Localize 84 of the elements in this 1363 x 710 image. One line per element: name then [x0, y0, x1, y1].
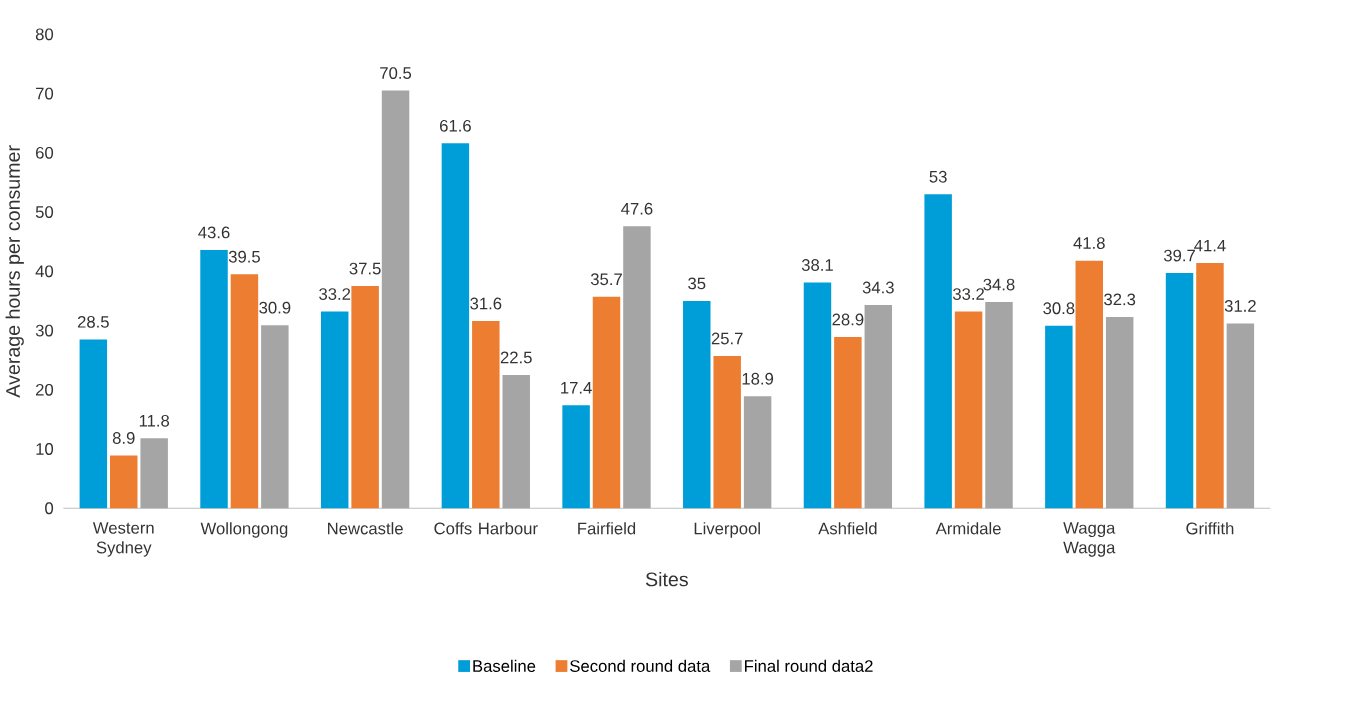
legend-label: Baseline	[473, 659, 536, 672]
bar	[954, 311, 983, 509]
data-label: 33.2	[319, 287, 351, 300]
data-label: 18.9	[742, 372, 774, 385]
bar	[320, 311, 349, 509]
data-label: 35	[688, 277, 706, 290]
x-tick-label: Griffith	[1186, 521, 1234, 535]
data-label: 32.3	[1104, 293, 1136, 306]
data-label: 41.8	[1073, 237, 1105, 249]
y-tick-label: 60	[36, 146, 54, 159]
bar	[502, 374, 530, 509]
data-label: 22.5	[500, 351, 532, 364]
data-label: 31.6	[470, 297, 502, 310]
data-label: 33.2	[952, 287, 984, 300]
bar	[110, 455, 138, 509]
y-tick-label: 0	[45, 502, 54, 514]
y-axis-title: Average hours per consumer	[5, 145, 24, 398]
x-tick-label: Fairfield	[578, 521, 636, 535]
data-label: 34.3	[862, 281, 894, 294]
data-label: 61.6	[440, 119, 471, 132]
bar	[200, 249, 228, 509]
y-tick-label: 40	[35, 265, 54, 278]
data-label: 39.7	[1163, 249, 1195, 262]
data-label: 17.4	[561, 381, 592, 394]
bar	[472, 320, 500, 509]
bar	[683, 300, 711, 509]
bar	[592, 296, 621, 509]
bar	[803, 282, 832, 509]
bar	[743, 396, 772, 509]
data-label: 70.5	[380, 66, 412, 79]
data-label: 53	[929, 170, 947, 183]
y-tick-label: 30	[35, 324, 54, 337]
data-label: 31.2	[1224, 299, 1256, 312]
data-label: 39.5	[228, 250, 260, 263]
bar	[985, 301, 1013, 509]
data-label: 25.7	[711, 332, 743, 345]
bar	[230, 274, 259, 509]
bar	[1196, 262, 1224, 509]
bar	[351, 285, 379, 509]
bar	[864, 304, 893, 509]
x-tick-label: Wollongong	[200, 521, 288, 538]
y-tick-label: 20	[36, 383, 54, 396]
y-tick-label: 50	[35, 205, 54, 218]
bar	[623, 226, 651, 509]
bar	[713, 355, 741, 509]
bar	[1075, 260, 1103, 509]
bar	[79, 339, 108, 509]
y-tick-label: 70	[36, 87, 54, 100]
bar	[834, 336, 862, 509]
data-label: 30.9	[259, 301, 291, 314]
y-tick-label: 10	[36, 442, 54, 455]
data-label: 35.7	[590, 273, 622, 285]
bar	[1045, 325, 1073, 509]
y-tick-label: 80	[35, 28, 54, 41]
data-label: 41.4	[1194, 239, 1226, 252]
data-label: 38.1	[801, 258, 833, 271]
x-axis-title: Sites	[645, 571, 688, 587]
data-label: 11.8	[139, 414, 170, 427]
x-tick-label: Ashfield	[818, 521, 877, 535]
data-label: 37.5	[349, 262, 381, 275]
bar	[1165, 272, 1194, 509]
bar	[1105, 316, 1134, 509]
bar	[924, 194, 952, 509]
x-tick-label: Western Sydney	[92, 521, 154, 557]
data-label: 47.6	[621, 202, 653, 215]
bar	[1226, 323, 1255, 509]
bar	[562, 405, 590, 509]
data-label: 30.8	[1043, 302, 1075, 314]
data-label: 28.5	[77, 315, 109, 328]
data-label: 8.9	[112, 431, 135, 444]
x-tick-label: Wagga Wagga	[1063, 521, 1116, 557]
data-label: 43.6	[198, 226, 230, 239]
legend-label: Final round data2	[745, 659, 873, 672]
data-label: 28.9	[832, 313, 864, 326]
bar	[261, 325, 289, 509]
bar	[441, 143, 470, 509]
x-tick-label: Newcastle	[328, 521, 403, 535]
legend-label: Second round data	[570, 659, 711, 672]
x-tick-label: Coffs Harbour	[434, 521, 538, 535]
x-tick-label: Armidale	[935, 521, 1001, 535]
x-tick-label: Liverpool	[694, 521, 760, 538]
bar	[381, 90, 410, 509]
bar	[140, 438, 168, 509]
data-label: 34.8	[983, 278, 1015, 291]
